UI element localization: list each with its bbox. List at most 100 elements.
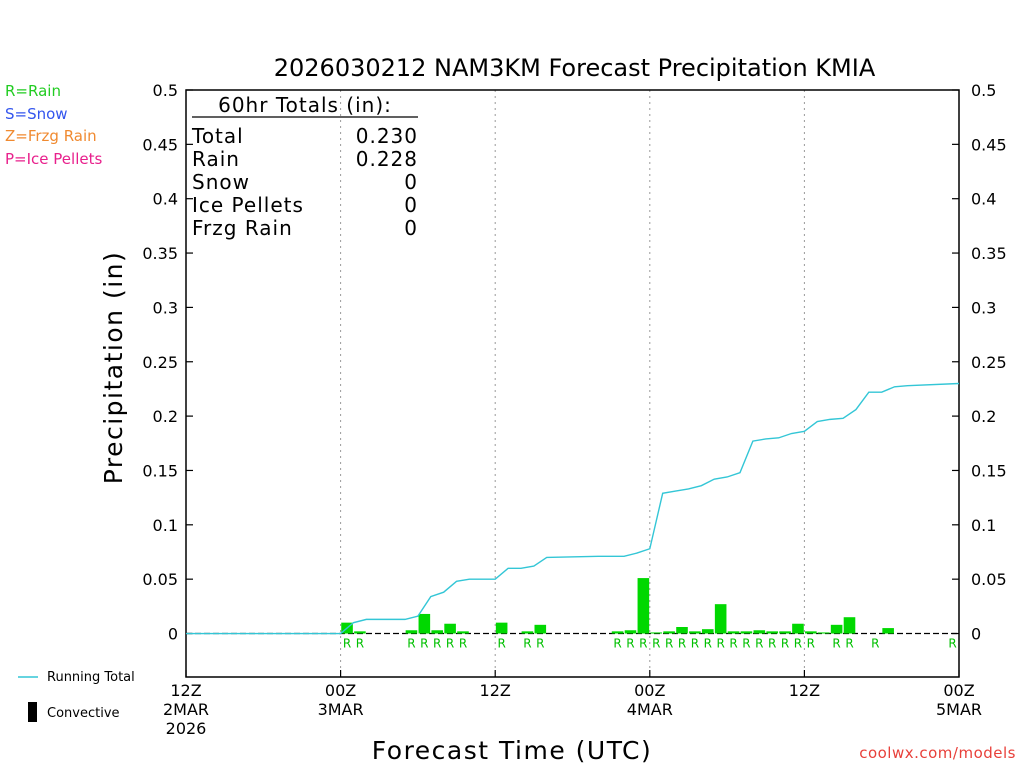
- y-tick-label-right: 0.5: [971, 81, 996, 100]
- totals-header: 60hr Totals (in):: [218, 93, 392, 117]
- running-total-line: [186, 382, 960, 635]
- x-axis-label: Forecast Time (UTC): [372, 736, 652, 765]
- ptype-marker: R: [716, 637, 724, 651]
- ptype-marker: R: [742, 637, 750, 651]
- ptype-marker: R: [871, 637, 879, 651]
- y-tick-label-left: 0.15: [142, 461, 178, 480]
- totals-row-value: 0: [404, 170, 418, 194]
- ptype-marker: R: [639, 637, 647, 651]
- precip-bar: [714, 604, 727, 634]
- ptype-marker: R: [343, 637, 351, 651]
- precip-bar: [624, 630, 637, 634]
- y-tick-label-left: 0.25: [142, 353, 178, 372]
- precip-bar: [663, 631, 675, 634]
- ptype-marker: R: [459, 637, 467, 651]
- totals-row-value: 0.228: [356, 147, 418, 171]
- precip-bar: [740, 631, 753, 634]
- precip-bar: [354, 631, 366, 634]
- ptype-marker: R: [523, 637, 531, 651]
- running-total-key-label: Running Total: [47, 670, 135, 685]
- ptype-marker: R: [652, 637, 660, 651]
- ptype-marker: R: [626, 637, 634, 651]
- totals-row-label: Total: [191, 124, 244, 148]
- x-tick-label: 00Z: [943, 681, 974, 700]
- y-tick-label-left: 0.35: [142, 244, 178, 263]
- ptype-marker: R: [794, 637, 802, 651]
- precip-bar: [689, 631, 701, 634]
- ptype-marker: R: [704, 637, 712, 651]
- ptype-marker: R: [755, 637, 763, 651]
- precip-bar: [521, 631, 534, 634]
- precip-bar: [817, 632, 830, 634]
- totals-row-value: 0: [404, 216, 418, 240]
- precip-bar: [457, 631, 469, 634]
- ptype-marker: R: [948, 637, 956, 651]
- x-tick-label: 12Z: [170, 681, 201, 700]
- precip-bar: [431, 630, 444, 634]
- ptype-marker: R: [433, 637, 441, 651]
- convective-key-label: Convective: [47, 706, 120, 721]
- y-tick-label-right: 0.2: [971, 407, 996, 426]
- ptype-marker: R: [497, 637, 505, 651]
- y-tick-label-left: 0.2: [153, 407, 178, 426]
- ptype-marker: R: [407, 637, 415, 651]
- precip-bar: [676, 626, 688, 634]
- y-tick-label-left: 0.45: [142, 135, 178, 154]
- ptype-marker: R: [729, 637, 737, 651]
- ptype-marker: R: [678, 637, 686, 651]
- y-tick-label-left: 0.05: [142, 570, 178, 589]
- x-tick-label: 5MAR: [936, 700, 982, 719]
- y-tick-label-left: 0.4: [153, 190, 178, 209]
- y-tick-label-right: 0.1: [971, 516, 996, 535]
- ptype-marker: R: [807, 637, 815, 651]
- x-tick-label: 12Z: [480, 681, 511, 700]
- y-tick-label-right: 0: [971, 625, 981, 644]
- precip-bar: [727, 631, 740, 634]
- legend-ice-pellets: P=Ice Pellets: [5, 150, 103, 168]
- y-tick-label-right: 0.35: [971, 244, 1007, 263]
- ptype-marker: R: [832, 637, 840, 651]
- totals-row-value: 0: [404, 193, 418, 217]
- precip-bar: [495, 622, 508, 634]
- y-tick-label-right: 0.25: [971, 353, 1007, 372]
- ptype-marker: R: [356, 637, 364, 651]
- x-tick-label: 3MAR: [318, 700, 364, 719]
- x-tick-label: 2026: [166, 719, 207, 738]
- precip-bar: [753, 630, 766, 634]
- ptype-marker: R: [446, 637, 454, 651]
- y-tick-label-right: 0.15: [971, 461, 1007, 480]
- precip-bar: [792, 623, 804, 634]
- ptype-marker: R: [613, 637, 621, 651]
- x-tick-label: 00Z: [634, 681, 665, 700]
- plot-frame: [185, 89, 960, 678]
- y-tick-label-right: 0.05: [971, 570, 1007, 589]
- ptype-marker: R: [845, 637, 853, 651]
- precip-bar: [637, 578, 650, 634]
- ptype-marker: R: [536, 637, 544, 651]
- y-tick-label-left: 0.1: [153, 516, 178, 535]
- y-tick-label-left: 0.3: [153, 298, 178, 317]
- totals-row-value: 0.230: [356, 124, 418, 148]
- precip-bar: [830, 624, 843, 634]
- y-tick-label-left: 0: [168, 625, 178, 644]
- totals-row-label: Snow: [192, 170, 250, 194]
- y-tick-label-right: 0.3: [971, 298, 996, 317]
- y-tick-label-left: 0.5: [153, 81, 178, 100]
- ptype-marker: R: [781, 637, 789, 651]
- y-tick-label-right: 0.4: [971, 190, 996, 209]
- convective-key-swatch: [28, 702, 37, 722]
- x-tick-label: 12Z: [789, 681, 820, 700]
- x-tick-label: 2MAR: [163, 700, 209, 719]
- y-axis-label: Precipitation (in): [99, 251, 128, 485]
- precip-bar: [405, 630, 418, 634]
- precip-bar: [805, 631, 817, 634]
- x-tick-label: 00Z: [325, 681, 356, 700]
- precip-bar: [882, 628, 894, 634]
- totals-row-label: Rain: [192, 147, 240, 171]
- legend-freezing-rain: Z=Frzg Rain: [5, 127, 97, 145]
- ptype-marker: R: [420, 637, 428, 651]
- precip-bar: [766, 631, 778, 634]
- totals-row-label: Ice Pellets: [192, 193, 304, 217]
- precip-bar: [650, 632, 663, 634]
